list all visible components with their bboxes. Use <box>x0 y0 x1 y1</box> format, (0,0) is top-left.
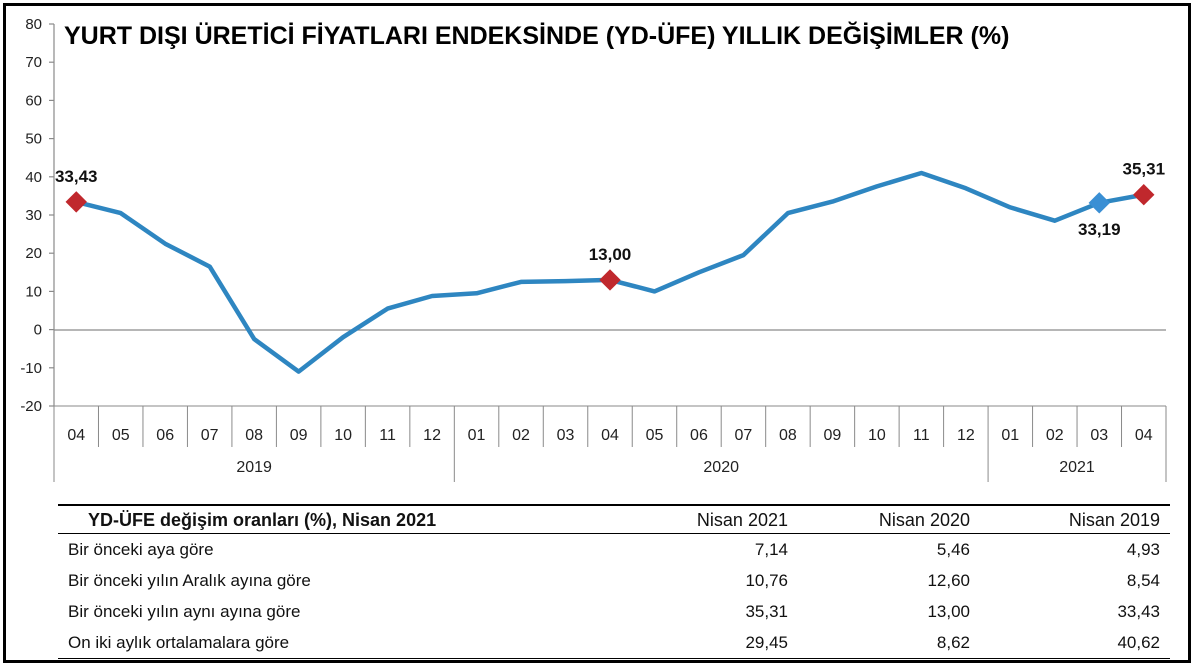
chart-axes <box>49 23 1167 482</box>
data-point-marker <box>599 269 621 291</box>
y-tick-label: 60 <box>25 92 42 109</box>
x-tick-label: 04 <box>1135 427 1153 444</box>
row-label: Bir önceki yılın Aralık ayına göre <box>68 571 311 590</box>
change-rates-table-container: YD-ÜFE değişim oranları (%), Nisan 2021 … <box>58 504 1170 659</box>
y-tick-label: 30 <box>25 207 42 224</box>
y-tick-label: -20 <box>20 398 42 415</box>
x-tick-label: 01 <box>468 427 486 444</box>
table-cell: 4,93 <box>1126 540 1160 559</box>
figure-frame <box>3 3 1191 663</box>
table-cell: 40,62 <box>1117 633 1160 652</box>
y-tick-label: 20 <box>25 245 42 262</box>
x-tick-label: 04 <box>67 427 85 444</box>
table-cell: 5,46 <box>936 540 970 559</box>
table-row: Bir önceki aya göre 7,14 5,46 4,93 <box>58 534 1170 566</box>
data-point-marker <box>65 191 87 213</box>
x-tick-label: 08 <box>779 427 797 444</box>
year-label: 2019 <box>236 459 272 476</box>
x-tick-label: 07 <box>735 427 753 444</box>
y-tick-label: 10 <box>25 283 42 300</box>
year-label: 2020 <box>703 459 739 476</box>
x-tick-label: 03 <box>557 427 575 444</box>
line-chart: YURT DIŞI ÜRETİCİ FİYATLARI ENDEKSİNDE (… <box>20 16 1167 482</box>
table-cell: 12,60 <box>927 571 970 590</box>
x-tick-label: 01 <box>1001 427 1019 444</box>
x-tick-label: 12 <box>957 427 975 444</box>
highlight-markers: 33,43 13,00 33,19 35,31 <box>55 160 1165 291</box>
x-tick-label: 10 <box>868 427 886 444</box>
table-cell: 10,76 <box>745 571 788 590</box>
y-tick-label: 50 <box>25 131 42 148</box>
x-tick-label: 06 <box>690 427 708 444</box>
data-label: 13,00 <box>589 245 632 264</box>
table-cell: 7,14 <box>754 540 788 559</box>
x-tick-label: 02 <box>1046 427 1064 444</box>
column-header: Nisan 2019 <box>1068 510 1160 530</box>
row-label: On iki aylık ortalamalara göre <box>68 633 290 652</box>
data-point-marker <box>1133 184 1155 206</box>
x-tick-label: 12 <box>423 427 441 444</box>
table-cell: 33,43 <box>1117 602 1160 621</box>
year-labels: 2019 2020 2021 <box>236 459 1095 476</box>
x-tick-label: 04 <box>601 427 619 444</box>
year-label: 2021 <box>1059 459 1095 476</box>
table-row: Bir önceki yılın Aralık ayına göre 10,76… <box>58 565 1170 596</box>
table-cell: 35,31 <box>745 602 788 621</box>
x-tick-label: 11 <box>379 427 396 444</box>
x-tick-label: 09 <box>824 427 842 444</box>
table-row: On iki aylık ortalamalara göre 29,45 8,6… <box>58 627 1170 659</box>
y-tick-label: 0 <box>34 322 42 339</box>
table-title: YD-ÜFE değişim oranları (%), Nisan 2021 <box>88 510 437 530</box>
data-label: 35,31 <box>1122 160 1165 179</box>
row-label: Bir önceki yılın aynı ayına göre <box>68 602 301 621</box>
table-cell: 8,62 <box>936 633 970 652</box>
x-tick-label: 06 <box>156 427 174 444</box>
table-cell: 13,00 <box>927 602 970 621</box>
y-tick-label: 70 <box>25 54 42 71</box>
change-rates-table: YD-ÜFE değişim oranları (%), Nisan 2021 … <box>58 504 1170 659</box>
x-tick-label: 11 <box>913 427 930 444</box>
data-label: 33,19 <box>1078 220 1121 239</box>
column-header: Nisan 2021 <box>696 510 788 530</box>
y-tick-label: 40 <box>25 169 42 186</box>
x-tick-label: 05 <box>646 427 664 444</box>
column-header: Nisan 2020 <box>878 510 970 530</box>
data-label: 33,43 <box>55 167 98 186</box>
x-tick-label: 10 <box>334 427 352 444</box>
table-row: Bir önceki yılın aynı ayına göre 35,31 1… <box>58 596 1170 627</box>
y-tick-label: 80 <box>25 16 42 33</box>
x-tick-labels: 04 05 06 07 08 09 10 11 12 01 02 03 04 05 06 07 08 09 10 11… <box>67 427 1152 444</box>
y-tick-labels: 80 70 60 50 40 30 20 10 0 -10 -20 <box>20 16 42 415</box>
x-tick-label: 08 <box>245 427 263 444</box>
table-cell: 8,54 <box>1126 571 1160 590</box>
x-tick-label: 03 <box>1090 427 1108 444</box>
x-tick-label: 05 <box>112 427 130 444</box>
table-header-row: YD-ÜFE değişim oranları (%), Nisan 2021 … <box>58 505 1170 534</box>
x-tick-label: 09 <box>290 427 308 444</box>
y-tick-label: -10 <box>20 360 42 377</box>
data-point-marker <box>1088 192 1110 214</box>
x-tick-label: 02 <box>512 427 530 444</box>
row-label: Bir önceki aya göre <box>68 540 214 559</box>
table-cell: 29,45 <box>745 633 788 652</box>
chart-title: YURT DIŞI ÜRETİCİ FİYATLARI ENDEKSİNDE (… <box>64 21 1009 50</box>
x-tick-label: 07 <box>201 427 219 444</box>
